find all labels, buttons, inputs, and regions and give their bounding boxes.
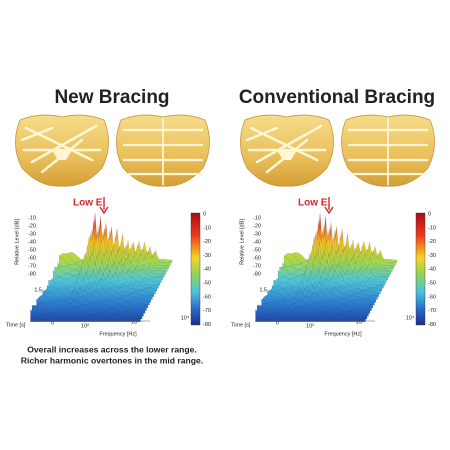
panel: Conventional Bracing Relative Level [dB] -… [231,87,436,337]
panel-title: New Bracing [54,87,169,108]
spectrum-slice [61,212,173,264]
y-tick-label: -30 [253,231,261,237]
colorbar-tick-label: -80 [203,322,211,328]
spectrum-slice [57,233,168,272]
brace [245,126,279,142]
annotation: Low E [298,198,328,209]
y-tick-label: -50 [28,247,36,253]
caption: Overall increases across the lower range… [27,344,197,354]
colorbar-tick-label: -50 [203,280,211,286]
colorbar-tick-label: -10 [203,225,211,231]
colorbar-tick-label: -10 [428,225,436,231]
spectrum-slice [282,233,393,272]
x-axis-label: Frequency [Hz] [99,331,137,337]
caption: Richer harmonic overtones in the mid ran… [21,355,203,365]
brace-plate [277,150,297,160]
time-tick-label: 0 [51,320,54,326]
y-tick-label: -40 [28,239,36,245]
arrow-head [324,206,334,215]
y-tick-label: -20 [253,223,261,229]
colorbar-tick-label: -40 [203,267,211,273]
brace [20,126,54,142]
y-axis-label: Relative Level [dB] [14,219,20,265]
y-tick-label: -60 [253,255,261,261]
brace-plate [52,150,72,160]
y-tick-label: -70 [253,263,261,269]
freq-tick-label: 10³ [356,319,364,325]
colorbar-tick-label: -40 [428,267,436,273]
colorbar-tick-label: -30 [203,253,211,259]
y-tick-label: -80 [28,271,36,277]
y-tick-label: -60 [28,255,36,261]
colorbar [190,212,201,326]
y-tick-label: -50 [253,247,261,253]
panel-title: Conventional Bracing [239,87,435,108]
colorbar-tick-label: 0 [203,211,206,217]
y-tick-label: -20 [28,223,36,229]
annotation: Low E [73,198,103,209]
x-axis-label: Frequency [Hz] [324,331,362,337]
time-tick-label: 1.5 [34,287,42,293]
colorbar-tick-label: -20 [203,239,211,245]
colorbar-tick-label: -50 [428,280,436,286]
spectrum-slice [58,230,170,269]
colorbar-tick-label: -80 [428,322,436,328]
panel: New Bracing Relative Level [dB] -10 -20 -30 -… [6,87,211,337]
colorbar-tick-label: -60 [428,294,436,300]
y-tick-label: -30 [28,231,36,237]
freq-tick-label: 10⁴ [181,314,190,321]
brace [30,124,98,164]
freq-tick-label: 10³ [131,319,139,325]
arrow-head [99,206,109,215]
spectrum-slice [283,230,395,269]
spectrum-slice [34,299,146,314]
spectrum-slice [51,254,162,283]
freq-tick-label: 10² [81,323,89,329]
colorbar-tick-label: -60 [203,294,211,300]
time-axis-label: Time [s] [231,322,251,328]
spectrum-slice [259,299,371,314]
spectrum-slice [286,212,398,264]
y-tick-label: -10 [28,215,36,221]
colorbar-tick-label: -20 [428,239,436,245]
colorbar-tick-label: -30 [428,253,436,259]
spectrum-slice [255,308,366,322]
y-tick-label: -40 [253,239,261,245]
y-tick-label: -10 [253,215,261,221]
colorbar-tick-label: -70 [203,308,211,314]
colorbar-tick-label: 0 [428,211,431,217]
y-tick-label: -70 [28,263,36,269]
time-tick-label: 0 [276,320,279,326]
spectrum-slice [276,254,387,283]
colorbar-tick-label: -70 [428,308,436,314]
freq-tick-label: 10⁴ [406,314,415,321]
spectrum-slice [30,308,141,322]
brace [255,124,323,164]
y-axis-label: Relative Level [dB] [239,219,245,265]
y-tick-label: -80 [253,271,261,277]
colorbar [415,212,426,326]
time-tick-label: 1.5 [259,287,267,293]
freq-tick-label: 10² [306,323,314,329]
time-axis-label: Time [s] [6,322,26,328]
